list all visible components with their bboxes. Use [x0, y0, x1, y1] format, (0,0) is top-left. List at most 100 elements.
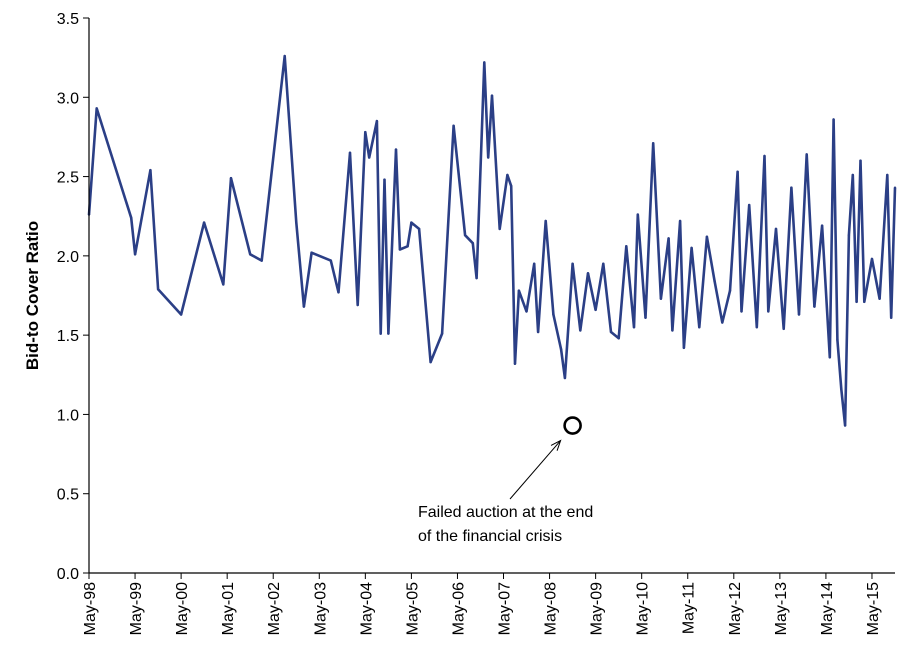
- data-point: [644, 316, 647, 319]
- data-point: [387, 332, 390, 335]
- data-point: [832, 118, 835, 121]
- data-point: [513, 362, 517, 365]
- data-point: [859, 159, 862, 162]
- data-point: [483, 61, 486, 64]
- data-point: [406, 245, 409, 248]
- x-tick-label: May-07: [497, 582, 514, 635]
- data-point: [571, 262, 574, 265]
- x-tick-label: May-11: [681, 582, 698, 634]
- y-axis-ticks: 0.0 0.5 1.0 1.5 2.0 2.5 3.0 3.5: [57, 11, 89, 583]
- data-point: [805, 153, 808, 156]
- x-tick-label: May-06: [450, 582, 467, 635]
- data-point: [728, 289, 732, 292]
- y-tick-label: 0.0: [57, 566, 79, 583]
- data-point: [490, 94, 494, 97]
- data-point: [790, 186, 793, 189]
- data-point: [659, 297, 663, 300]
- data-point: [579, 329, 582, 332]
- data-point: [594, 308, 597, 311]
- data-point: [840, 387, 843, 391]
- data-point: [229, 177, 233, 180]
- y-tick-label: 1.0: [57, 407, 79, 424]
- data-point: [463, 234, 467, 237]
- data-point: [836, 338, 839, 342]
- data-point: [533, 262, 536, 265]
- data-point: [890, 316, 893, 319]
- data-point: [471, 242, 474, 245]
- series-line: [87, 54, 897, 427]
- data-point: [698, 326, 701, 329]
- data-point: [368, 156, 371, 159]
- data-point: [863, 300, 866, 303]
- x-tick-label: May-02: [266, 582, 283, 635]
- data-point: [774, 227, 778, 231]
- data-point: [510, 184, 513, 188]
- data-point: [721, 321, 724, 324]
- data-point: [652, 142, 655, 145]
- data-point: [283, 54, 286, 58]
- x-tick-label: May-09: [589, 582, 606, 635]
- data-point: [429, 360, 432, 364]
- data-point: [475, 276, 478, 280]
- x-tick-label: May-01: [220, 582, 237, 635]
- data-point: [379, 332, 382, 335]
- data-point: [249, 253, 252, 256]
- data-point: [851, 173, 854, 177]
- data-point: [755, 326, 758, 329]
- data-point: [222, 283, 225, 286]
- data-point: [671, 329, 674, 332]
- data-point: [525, 310, 528, 313]
- data-point: [95, 107, 98, 110]
- data-point: [179, 313, 183, 316]
- x-tick-label: May-05: [404, 582, 421, 635]
- y-tick-label: 1.5: [57, 328, 79, 345]
- annotation-text-line: Failed auction at the end: [418, 504, 593, 521]
- data-point: [820, 224, 824, 227]
- annotation-failed-auction: Failed auction at the end of the financia…: [418, 416, 593, 545]
- x-tick-label: May-03: [312, 582, 329, 635]
- annotation-marker-circle: [563, 416, 582, 435]
- data-point: [310, 251, 313, 254]
- data-point: [740, 310, 743, 313]
- data-point: [855, 300, 858, 303]
- data-point: [375, 119, 379, 123]
- data-point: [383, 178, 386, 181]
- data-point: [886, 173, 889, 177]
- data-point: [452, 124, 455, 128]
- y-tick-label: 0.5: [57, 487, 79, 504]
- y-tick-label: 3.0: [57, 90, 79, 107]
- data-point: [625, 245, 628, 248]
- annotation-arrow-head: [550, 439, 562, 451]
- data-point: [133, 253, 137, 256]
- y-tick-label: 2.0: [57, 249, 79, 266]
- x-tick-label: May-04: [358, 582, 375, 635]
- x-tick-label: May-13: [773, 582, 790, 635]
- data-point: [329, 259, 332, 262]
- y-tick-label: 2.5: [57, 170, 79, 187]
- data-point: [130, 216, 133, 219]
- data-point: [149, 169, 152, 172]
- data-point: [302, 305, 306, 308]
- data-point: [536, 330, 540, 334]
- x-tick-label: May-12: [727, 582, 744, 635]
- data-point: [417, 227, 421, 231]
- data-point: [398, 248, 402, 251]
- data-point: [506, 173, 509, 177]
- data-point: [690, 246, 693, 250]
- data-point: [609, 330, 613, 334]
- annotation-text-line: of the financial crisis: [418, 528, 562, 545]
- x-tick-label: May-98: [82, 582, 99, 635]
- data-point: [636, 213, 639, 216]
- data-point: [782, 327, 785, 330]
- data-point: [563, 376, 567, 380]
- data-point: [893, 186, 897, 189]
- data-point: [410, 221, 413, 224]
- data-point: [552, 313, 555, 316]
- data-point: [763, 154, 766, 158]
- x-tick-label: May-08: [543, 582, 560, 635]
- data-point: [586, 272, 590, 275]
- data-point: [843, 424, 847, 427]
- data-point: [813, 305, 816, 308]
- data-point: [202, 221, 206, 224]
